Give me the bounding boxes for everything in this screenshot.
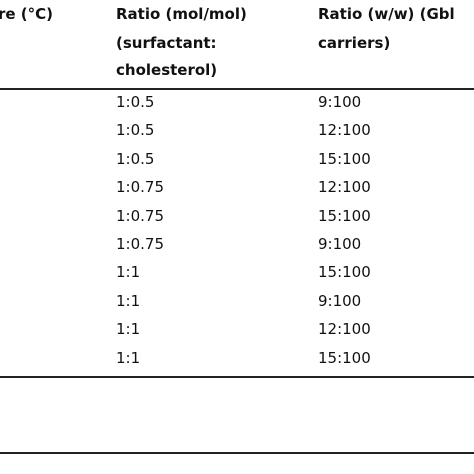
cell: 1:0.5 (116, 121, 155, 140)
cell: 12:100 (318, 320, 371, 339)
header-cell: re (°C) (0, 5, 54, 23)
cell: 9:100 (318, 93, 362, 111)
header-cell: Ratio (w/w) (Gbl (318, 5, 455, 23)
cell: 1:0.75 (116, 235, 164, 253)
cell: 1:1 (116, 320, 141, 339)
cell: 15:100 (318, 348, 371, 367)
bottom-rule (0, 376, 474, 378)
cell: 1:0.75 (116, 178, 164, 197)
footer-rule (0, 452, 474, 454)
header-rule (0, 88, 474, 90)
cell: 12:100 (318, 121, 371, 140)
header-cell: carriers) (318, 34, 391, 52)
cell: 1:1 (116, 263, 141, 282)
cell: 15:100 (318, 263, 371, 282)
cell: 15:100 (318, 149, 371, 168)
cell: 12:100 (318, 178, 371, 197)
cell: 1:0.75 (116, 206, 164, 225)
cell: 1:0.5 (116, 149, 155, 168)
header-cell: cholesterol) (116, 61, 218, 79)
cell: 1:0.5 (116, 93, 155, 111)
cell: 9:100 (318, 291, 362, 310)
cell: 1:1 (116, 348, 141, 367)
cell: 9:100 (318, 235, 362, 253)
header-cell: (surfactant: (116, 34, 217, 52)
cell: 15:100 (318, 206, 371, 225)
cell: 1:1 (116, 291, 141, 310)
header-cell: Ratio (mol/mol) (116, 5, 247, 23)
